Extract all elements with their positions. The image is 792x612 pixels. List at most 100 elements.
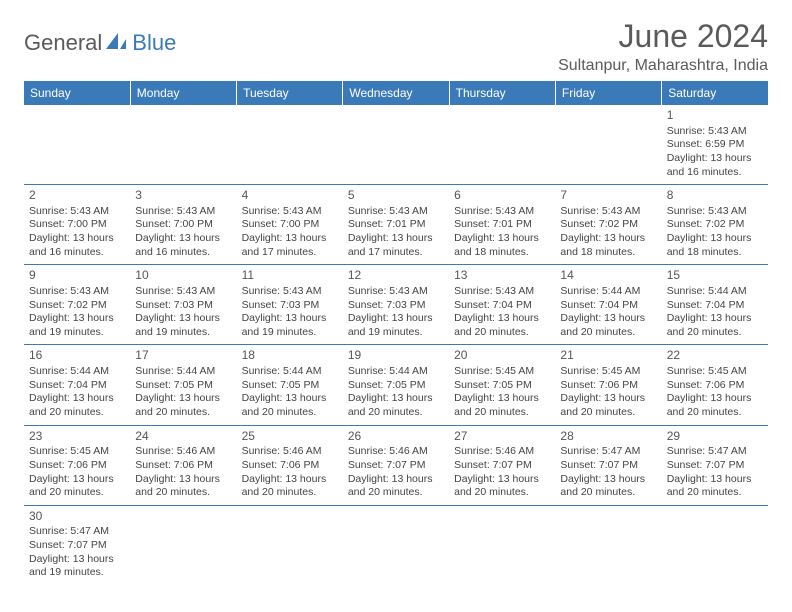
day-number: 26 <box>348 429 444 445</box>
day-number: 24 <box>135 429 231 445</box>
sunrise-line: Sunrise: 5:43 AM <box>560 205 656 219</box>
calendar-cell-empty <box>24 105 130 185</box>
daylight-line: Daylight: 13 hours and 18 minutes. <box>667 232 763 259</box>
daylight-line: Daylight: 13 hours and 20 minutes. <box>29 473 125 500</box>
day-number: 9 <box>29 268 125 284</box>
sunrise-line: Sunrise: 5:43 AM <box>242 205 338 219</box>
day-number: 8 <box>667 188 763 204</box>
calendar-cell: 15Sunrise: 5:44 AMSunset: 7:04 PMDayligh… <box>662 265 768 345</box>
day-number: 7 <box>560 188 656 204</box>
month-title: June 2024 <box>558 18 768 55</box>
calendar-cell: 3Sunrise: 5:43 AMSunset: 7:00 PMDaylight… <box>130 185 236 265</box>
weekday-header: Saturday <box>662 81 768 105</box>
calendar-cell: 24Sunrise: 5:46 AMSunset: 7:06 PMDayligh… <box>130 425 236 505</box>
calendar-cell: 2Sunrise: 5:43 AMSunset: 7:00 PMDaylight… <box>24 185 130 265</box>
day-number: 10 <box>135 268 231 284</box>
weekday-header: Friday <box>555 81 661 105</box>
sunrise-line: Sunrise: 5:43 AM <box>667 205 763 219</box>
calendar-cell: 19Sunrise: 5:44 AMSunset: 7:05 PMDayligh… <box>343 345 449 425</box>
sunrise-line: Sunrise: 5:46 AM <box>454 445 550 459</box>
calendar-head: SundayMondayTuesdayWednesdayThursdayFrid… <box>24 81 768 105</box>
sunset-line: Sunset: 7:05 PM <box>348 379 444 393</box>
sunrise-line: Sunrise: 5:43 AM <box>242 285 338 299</box>
day-number: 29 <box>667 429 763 445</box>
header: General Blue June 2024 Sultanpur, Mahara… <box>24 18 768 75</box>
day-number: 20 <box>454 348 550 364</box>
daylight-line: Daylight: 13 hours and 19 minutes. <box>29 312 125 339</box>
sunrise-line: Sunrise: 5:43 AM <box>348 285 444 299</box>
calendar-cell: 30Sunrise: 5:47 AMSunset: 7:07 PMDayligh… <box>24 505 130 585</box>
sunrise-line: Sunrise: 5:44 AM <box>348 365 444 379</box>
sunrise-line: Sunrise: 5:44 AM <box>135 365 231 379</box>
daylight-line: Daylight: 13 hours and 20 minutes. <box>242 473 338 500</box>
sunset-line: Sunset: 6:59 PM <box>667 138 763 152</box>
daylight-line: Daylight: 13 hours and 20 minutes. <box>454 312 550 339</box>
calendar-row: 2Sunrise: 5:43 AMSunset: 7:00 PMDaylight… <box>24 185 768 265</box>
day-number: 11 <box>242 268 338 284</box>
sunrise-line: Sunrise: 5:44 AM <box>29 365 125 379</box>
daylight-line: Daylight: 13 hours and 19 minutes. <box>29 553 125 580</box>
sunset-line: Sunset: 7:05 PM <box>135 379 231 393</box>
sunset-line: Sunset: 7:02 PM <box>560 218 656 232</box>
daylight-line: Daylight: 13 hours and 20 minutes. <box>667 312 763 339</box>
sunset-line: Sunset: 7:05 PM <box>454 379 550 393</box>
day-number: 4 <box>242 188 338 204</box>
calendar-cell-empty <box>237 505 343 585</box>
sunset-line: Sunset: 7:04 PM <box>560 299 656 313</box>
calendar-row: 9Sunrise: 5:43 AMSunset: 7:02 PMDaylight… <box>24 265 768 345</box>
sunset-line: Sunset: 7:07 PM <box>29 539 125 553</box>
calendar-cell: 12Sunrise: 5:43 AMSunset: 7:03 PMDayligh… <box>343 265 449 345</box>
weekday-header: Tuesday <box>237 81 343 105</box>
sunrise-line: Sunrise: 5:46 AM <box>242 445 338 459</box>
calendar-cell: 29Sunrise: 5:47 AMSunset: 7:07 PMDayligh… <box>662 425 768 505</box>
sunrise-line: Sunrise: 5:47 AM <box>667 445 763 459</box>
sunset-line: Sunset: 7:04 PM <box>667 299 763 313</box>
calendar-cell: 22Sunrise: 5:45 AMSunset: 7:06 PMDayligh… <box>662 345 768 425</box>
logo: General Blue <box>24 30 176 56</box>
calendar-cell: 20Sunrise: 5:45 AMSunset: 7:05 PMDayligh… <box>449 345 555 425</box>
daylight-line: Daylight: 13 hours and 16 minutes. <box>29 232 125 259</box>
daylight-line: Daylight: 13 hours and 16 minutes. <box>135 232 231 259</box>
day-number: 25 <box>242 429 338 445</box>
daylight-line: Daylight: 13 hours and 20 minutes. <box>667 392 763 419</box>
sunrise-line: Sunrise: 5:43 AM <box>29 285 125 299</box>
sunrise-line: Sunrise: 5:43 AM <box>454 285 550 299</box>
daylight-line: Daylight: 13 hours and 19 minutes. <box>242 312 338 339</box>
calendar-cell-empty <box>449 505 555 585</box>
calendar-cell-empty <box>343 105 449 185</box>
day-number: 27 <box>454 429 550 445</box>
sunset-line: Sunset: 7:00 PM <box>242 218 338 232</box>
sunrise-line: Sunrise: 5:43 AM <box>29 205 125 219</box>
daylight-line: Daylight: 13 hours and 20 minutes. <box>135 392 231 419</box>
logo-text-general: General <box>24 30 102 56</box>
daylight-line: Daylight: 13 hours and 20 minutes. <box>242 392 338 419</box>
day-number: 5 <box>348 188 444 204</box>
sunrise-line: Sunrise: 5:47 AM <box>560 445 656 459</box>
sunset-line: Sunset: 7:03 PM <box>348 299 444 313</box>
calendar-cell-empty <box>343 505 449 585</box>
daylight-line: Daylight: 13 hours and 19 minutes. <box>348 312 444 339</box>
calendar-cell-empty <box>449 105 555 185</box>
sunrise-line: Sunrise: 5:47 AM <box>29 525 125 539</box>
calendar-cell: 9Sunrise: 5:43 AMSunset: 7:02 PMDaylight… <box>24 265 130 345</box>
sunset-line: Sunset: 7:01 PM <box>454 218 550 232</box>
sunrise-line: Sunrise: 5:44 AM <box>560 285 656 299</box>
weekday-header: Monday <box>130 81 236 105</box>
calendar-cell-empty <box>662 505 768 585</box>
day-number: 16 <box>29 348 125 364</box>
location: Sultanpur, Maharashtra, India <box>558 57 768 75</box>
calendar-cell: 11Sunrise: 5:43 AMSunset: 7:03 PMDayligh… <box>237 265 343 345</box>
sunset-line: Sunset: 7:03 PM <box>242 299 338 313</box>
day-number: 15 <box>667 268 763 284</box>
calendar-cell: 1Sunrise: 5:43 AMSunset: 6:59 PMDaylight… <box>662 105 768 185</box>
sunrise-line: Sunrise: 5:46 AM <box>135 445 231 459</box>
sail-icon <box>104 31 130 56</box>
calendar-body: 1Sunrise: 5:43 AMSunset: 6:59 PMDaylight… <box>24 105 768 585</box>
sunrise-line: Sunrise: 5:43 AM <box>348 205 444 219</box>
daylight-line: Daylight: 13 hours and 18 minutes. <box>560 232 656 259</box>
daylight-line: Daylight: 13 hours and 20 minutes. <box>454 392 550 419</box>
day-number: 12 <box>348 268 444 284</box>
calendar-cell: 21Sunrise: 5:45 AMSunset: 7:06 PMDayligh… <box>555 345 661 425</box>
sunset-line: Sunset: 7:04 PM <box>29 379 125 393</box>
daylight-line: Daylight: 13 hours and 20 minutes. <box>667 473 763 500</box>
